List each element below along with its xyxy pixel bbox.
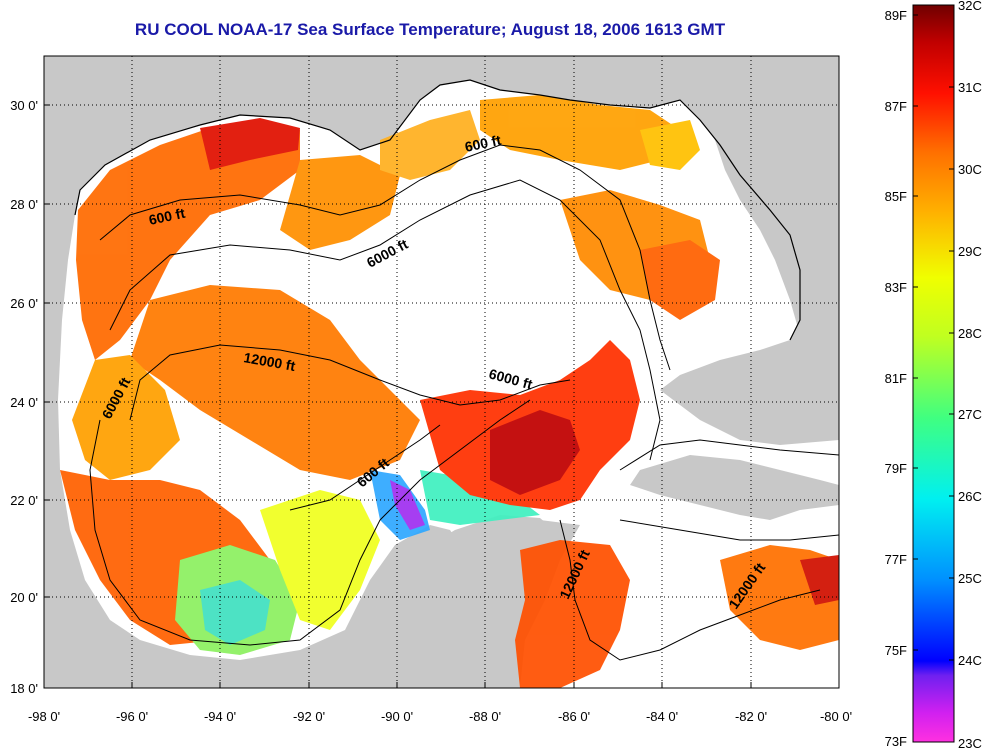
colorbar-c-label: 26C: [958, 489, 982, 504]
contour-12000ft-caribbean: [559, 519, 821, 661]
colorbar-ticks: [913, 4, 954, 661]
cuba-land: [630, 455, 839, 520]
colorbar-c-label: 30C: [958, 162, 982, 177]
lon-tick-label: -90 0': [381, 709, 413, 724]
lon-tick-label: -80 0': [820, 709, 852, 724]
lat-tick-label: 30 0': [10, 98, 38, 113]
colorbar-f-label: 85F: [885, 189, 907, 204]
map-title: RU COOL NOAA-17 Sea Surface Temperature;…: [134, 20, 726, 39]
colorbar-f-label: 79F: [885, 461, 907, 476]
colorbar-f-label: 75F: [885, 643, 907, 658]
colorbar-c-label: 27C: [958, 407, 982, 422]
colorbar-f-label: 77F: [885, 552, 907, 567]
lat-tick-label: 28 0': [10, 197, 38, 212]
colorbar-c-label: 24C: [958, 653, 982, 668]
lat-tick-labels: 30 0' 28 0' 26 0' 24 0' 22 0' 20 0' 18 0…: [10, 98, 38, 696]
lon-tick-label: -92 0': [293, 709, 325, 724]
lon-tick-label: -84 0': [646, 709, 678, 724]
colorbar: 89F 87F 85F 83F 81F 79F 77F 75F 73F 32C …: [885, 0, 982, 751]
florida-land: [700, 56, 839, 345]
lon-tick-labels: -98 0' -96 0' -94 0' -92 0' -90 0' -88 0…: [28, 709, 852, 724]
lon-tick-label: -96 0': [116, 709, 148, 724]
colorbar-c-label: 29C: [958, 244, 982, 259]
colorbar-f-label: 83F: [885, 280, 907, 295]
contour-600ft: [99, 144, 671, 371]
contour-label-600-west: 600 ft: [147, 205, 186, 228]
colorbar-c-label: 28C: [958, 326, 982, 341]
colorbar-f-label: 89F: [885, 8, 907, 23]
colorbar-f-label: 81F: [885, 371, 907, 386]
graticule: [44, 56, 839, 688]
coastline: [74, 79, 801, 341]
colorbar-f-label: 87F: [885, 99, 907, 114]
lon-tick-label: -94 0': [204, 709, 236, 724]
colorbar-c-label: 25C: [958, 571, 982, 586]
lat-tick-label: 24 0': [10, 395, 38, 410]
contour-6000ft: [109, 179, 661, 461]
lon-tick-label: -98 0': [28, 709, 60, 724]
colorbar-c-label: 32C: [958, 0, 982, 13]
contour-12000ft: [129, 344, 571, 421]
lat-tick-label: 20 0': [10, 590, 38, 605]
lon-tick-label: -88 0': [469, 709, 501, 724]
contour-600ft-south: [289, 424, 441, 511]
colorbar-gradient: [912, 4, 955, 743]
colorbar-f-label: 73F: [885, 734, 907, 749]
lat-tick-label: 18 0': [10, 681, 38, 696]
yucatan-land: [380, 515, 560, 688]
bathymetry-contours: [89, 144, 839, 661]
contour-cuba-shelf-south: [619, 519, 839, 541]
map-layer: [44, 56, 839, 688]
contour-label-600-north: 600 ft: [463, 132, 502, 155]
colorbar-c-label: 23C: [958, 736, 982, 751]
contour-cuba-shelf: [619, 439, 839, 471]
lat-tick-label: 26 0': [10, 296, 38, 311]
colorbar-c-label: 31C: [958, 80, 982, 95]
axis-ticks: [43, 104, 840, 688]
contour-6000ft-south: [89, 399, 531, 646]
lat-tick-label: 22 0': [10, 493, 38, 508]
lon-tick-label: -82 0': [735, 709, 767, 724]
plot-frame: [43, 55, 840, 689]
lon-tick-label: -86 0': [558, 709, 590, 724]
